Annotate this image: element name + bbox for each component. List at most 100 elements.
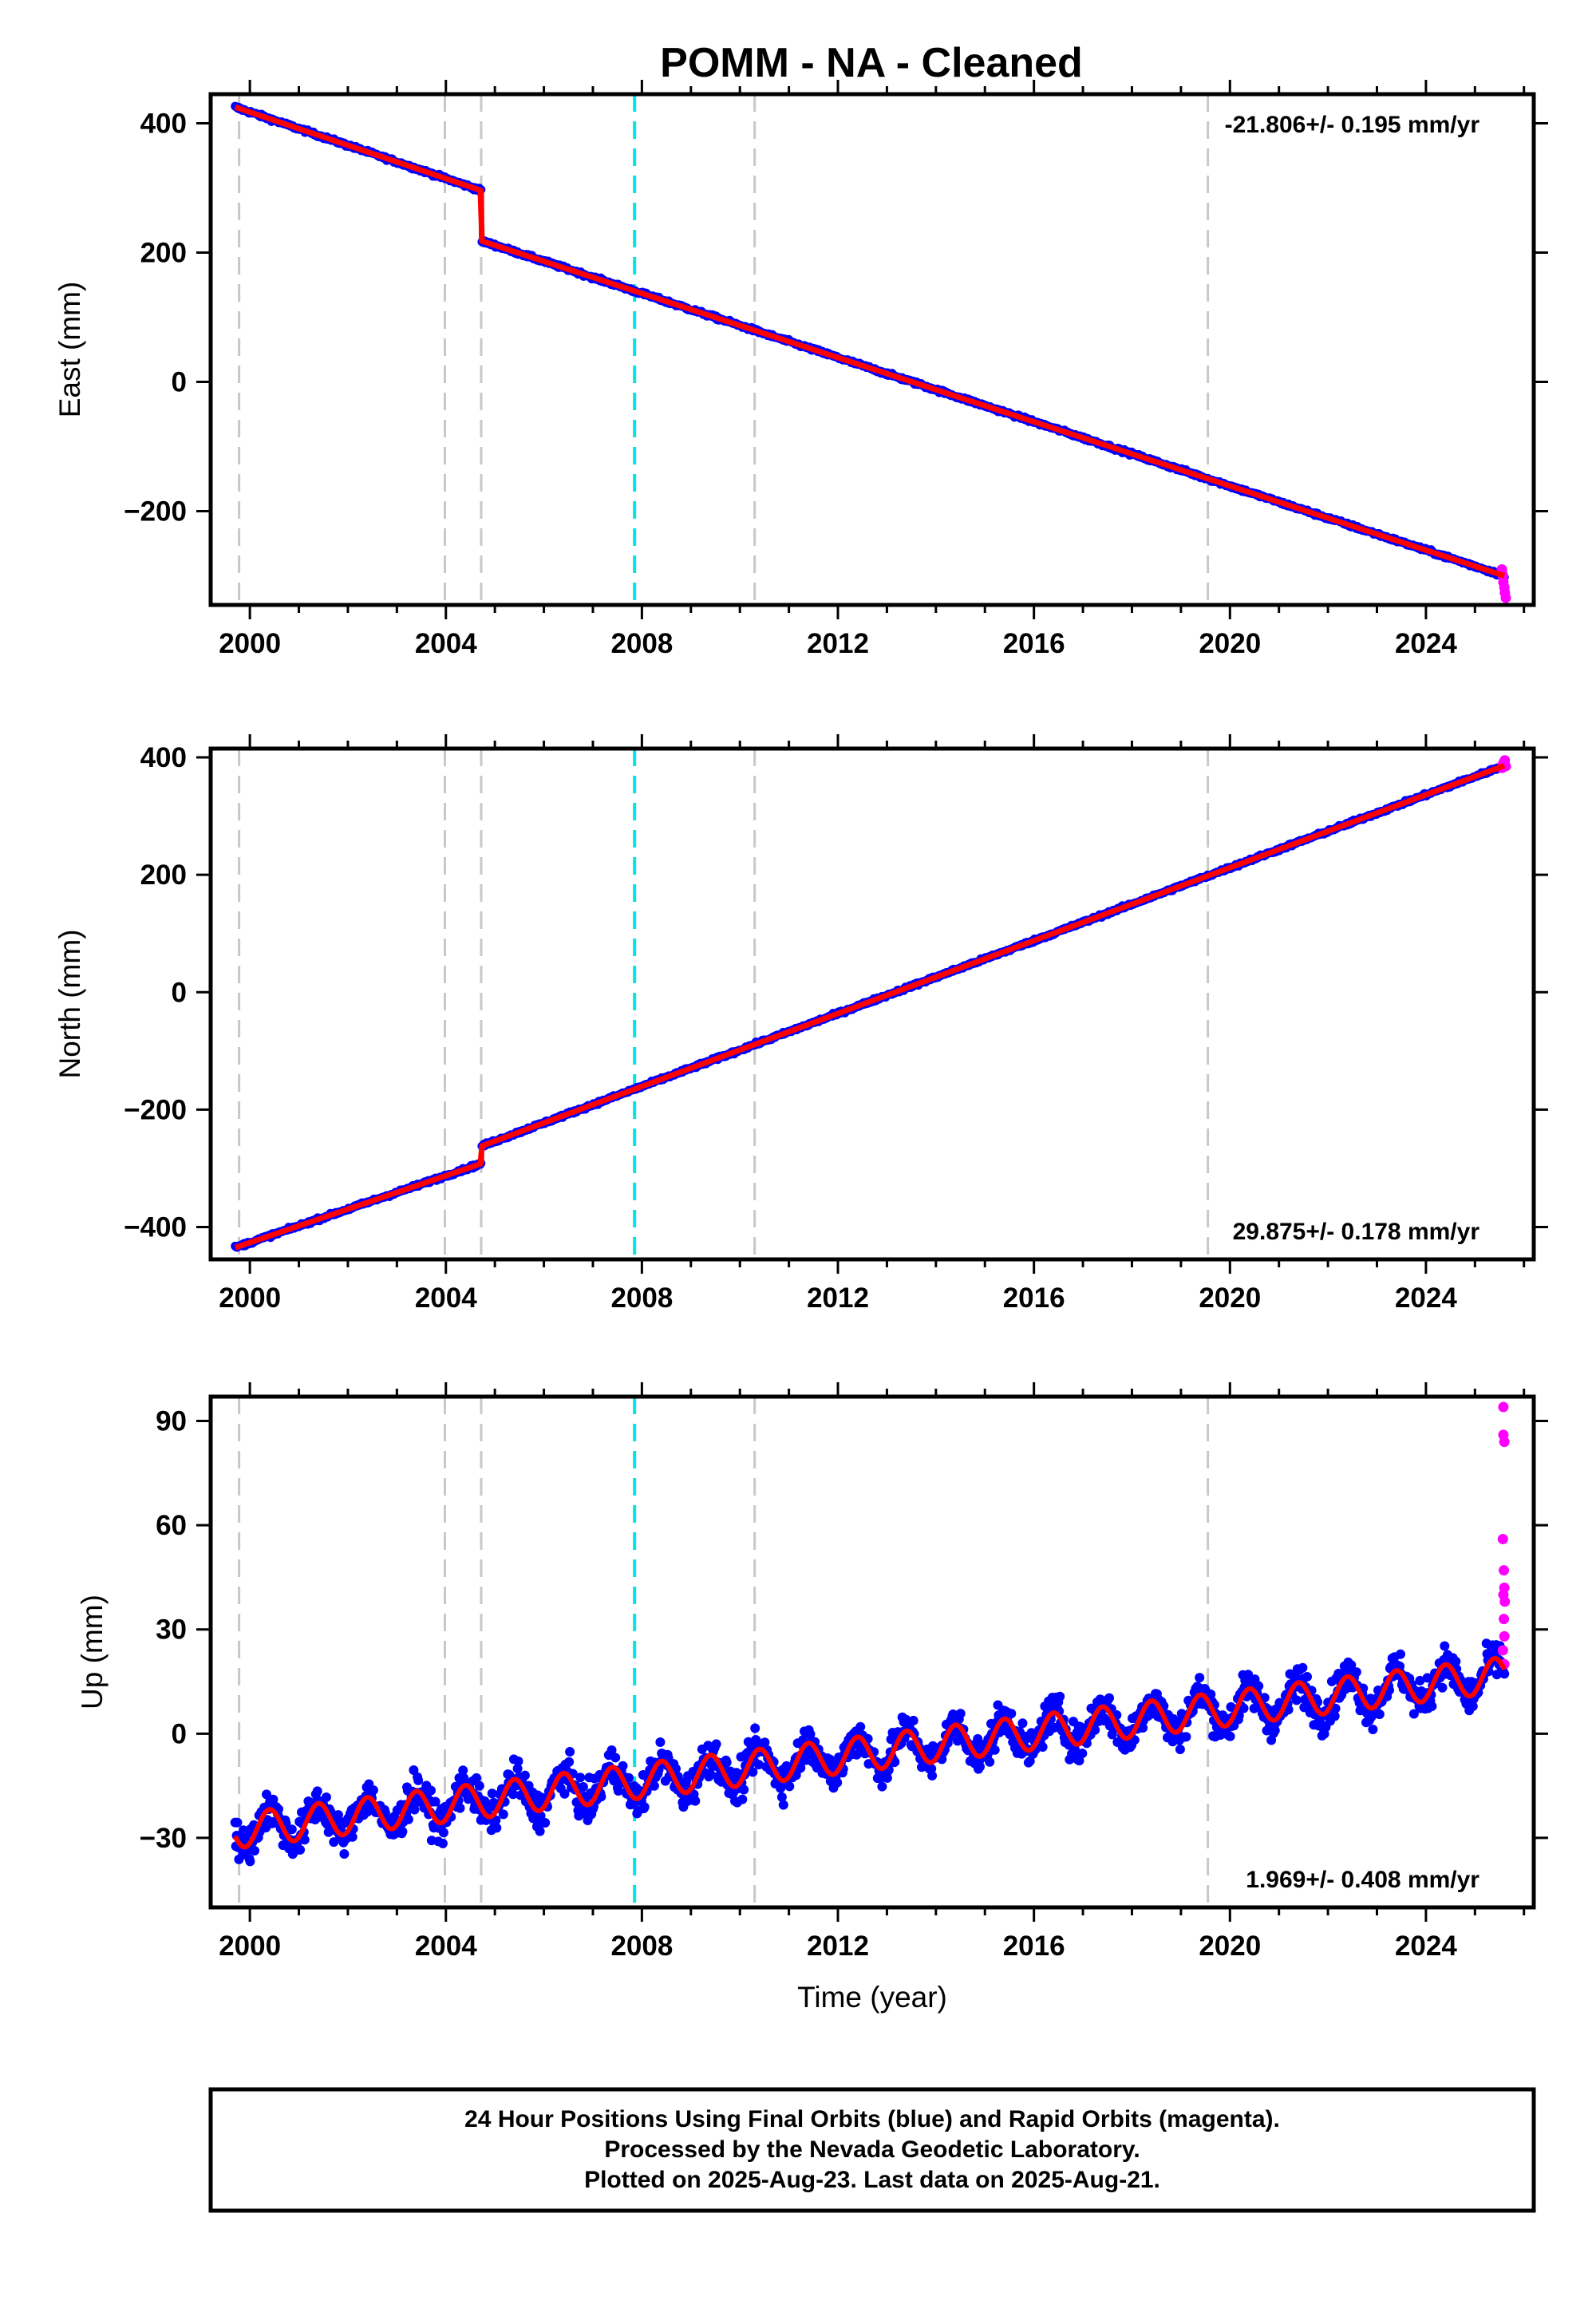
final-orbit-point xyxy=(1138,1723,1148,1733)
final-orbit-point xyxy=(564,1757,575,1767)
final-orbit-point xyxy=(492,1823,502,1833)
final-orbit-point xyxy=(624,1773,634,1783)
final-orbit-point xyxy=(1206,1690,1216,1699)
x-tick-label: 2012 xyxy=(807,1931,869,1962)
final-orbit-point xyxy=(855,1721,866,1732)
x-tick-label: 2024 xyxy=(1395,1931,1457,1962)
final-orbit-point xyxy=(535,1826,545,1836)
x-tick-label: 2024 xyxy=(1395,1282,1457,1314)
x-tick-label: 2016 xyxy=(1003,1282,1065,1314)
final-orbit-point xyxy=(655,1737,666,1747)
y-tick-label: 90 xyxy=(156,1405,187,1437)
final-orbit-point xyxy=(778,1800,788,1810)
final-orbit-point xyxy=(312,1786,322,1796)
y-tick-label: −30 xyxy=(140,1823,187,1854)
final-orbit-point xyxy=(232,1817,243,1828)
final-orbit-point xyxy=(805,1729,816,1739)
y-tick-label: −200 xyxy=(124,1094,187,1125)
final-orbit-point xyxy=(1017,1718,1028,1729)
final-orbit-point xyxy=(321,1792,331,1802)
final-orbit-point xyxy=(1351,1667,1361,1678)
final-orbit-point xyxy=(1270,1725,1280,1736)
final-orbit-point xyxy=(1368,1725,1378,1734)
y-tick-label: 0 xyxy=(172,977,187,1008)
final-orbit-point xyxy=(739,1784,749,1795)
final-orbit-point xyxy=(1225,1731,1235,1741)
final-orbit-point xyxy=(513,1756,523,1766)
final-orbit-point xyxy=(1195,1673,1205,1683)
x-tick-label: 2008 xyxy=(610,628,673,659)
plot-frame xyxy=(208,746,1536,1262)
rapid-orbit-points xyxy=(1496,563,1511,603)
final-orbit-point xyxy=(784,1781,795,1792)
final-orbit-point xyxy=(559,1788,570,1799)
east-panel: 2000 2004 2008 2012 2016 2020 20244002000−200E… xyxy=(53,80,1548,659)
final-orbit-point xyxy=(832,1777,843,1788)
final-orbit-point xyxy=(1181,1732,1191,1742)
final-orbit-point xyxy=(711,1739,721,1749)
final-orbit-point xyxy=(1254,1681,1264,1691)
final-orbit-point xyxy=(512,1764,523,1774)
y-tick-label: 400 xyxy=(140,108,187,139)
final-orbit-point xyxy=(487,1788,497,1799)
final-orbit-point xyxy=(430,1796,440,1807)
final-orbit-point xyxy=(639,1802,650,1812)
final-orbit-point xyxy=(426,1785,436,1796)
final-orbit-point xyxy=(721,1757,732,1768)
y-tick-label: 30 xyxy=(156,1614,187,1646)
final-orbit-point xyxy=(908,1715,918,1725)
velocity-label: -21.806+/- 0.195 mm/yr xyxy=(1225,112,1480,138)
final-orbit-point xyxy=(1298,1662,1308,1673)
x-tick-label: 2020 xyxy=(1199,1931,1261,1962)
north-panel: 2000 2004 2008 2012 2016 2020 20244002000−200−… xyxy=(53,734,1548,1314)
final-orbit-point xyxy=(927,1771,938,1780)
x-tick-label: 2024 xyxy=(1395,628,1457,659)
y-axis-label: Up (mm) xyxy=(76,1595,109,1709)
final-orbit-point xyxy=(368,1785,378,1796)
final-orbit-point xyxy=(1330,1703,1341,1713)
final-orbit-point xyxy=(750,1723,760,1733)
final-orbit-point xyxy=(1437,1682,1448,1693)
x-tick-label: 2020 xyxy=(1199,1282,1261,1314)
rapid-orbit-point xyxy=(1497,1645,1508,1656)
final-orbit-point xyxy=(1302,1672,1312,1682)
final-orbit-point xyxy=(1346,1660,1357,1670)
final-orbit-point xyxy=(753,1760,764,1770)
footer-line-2: Processed by the Nevada Geodetic Laborat… xyxy=(604,2136,1140,2163)
final-orbit-point xyxy=(472,1773,482,1783)
model-curve xyxy=(234,104,1506,579)
final-orbit-point xyxy=(882,1773,892,1783)
rapid-orbit-point xyxy=(1499,1630,1510,1642)
figure-title: POMM - NA - Cleaned xyxy=(660,40,1083,86)
rapid-orbit-point xyxy=(1497,1534,1508,1545)
final-orbit-point xyxy=(990,1745,1000,1755)
rapid-orbit-point xyxy=(1499,1614,1510,1625)
final-orbit-point xyxy=(413,1775,424,1785)
x-tick-label: 2008 xyxy=(610,1931,673,1962)
up-panel: 2000 2004 2008 2012 2016 2020 20249060300−30Up… xyxy=(76,1382,1548,2014)
x-tick-label: 2008 xyxy=(610,1282,673,1314)
final-orbit-point xyxy=(339,1849,350,1859)
rapid-orbit-point xyxy=(1499,1565,1510,1576)
final-orbit-point xyxy=(474,1780,484,1791)
velocity-label: 29.875+/- 0.178 mm/yr xyxy=(1233,1219,1480,1245)
y-axis-label: East (mm) xyxy=(53,282,86,418)
final-orbit-point xyxy=(1055,1691,1065,1701)
x-tick-label: 2004 xyxy=(415,1282,477,1314)
x-tick-label: 2000 xyxy=(219,1931,281,1962)
final-orbit-point xyxy=(877,1781,887,1792)
final-orbit-point xyxy=(1440,1641,1450,1651)
final-orbit-point xyxy=(1374,1709,1385,1719)
y-tick-label: −200 xyxy=(124,496,187,528)
final-orbit-point xyxy=(705,1769,716,1779)
final-orbit-point xyxy=(347,1832,358,1842)
final-orbit-point xyxy=(1451,1656,1461,1666)
final-orbit-point xyxy=(1175,1745,1185,1754)
final-orbit-point xyxy=(748,1767,758,1777)
final-orbit-point xyxy=(403,1814,413,1824)
final-orbit-point xyxy=(1291,1695,1302,1705)
rapid-orbit-point xyxy=(1500,592,1511,603)
plot-frame xyxy=(208,92,1536,607)
x-tick-label: 2016 xyxy=(1003,628,1065,659)
